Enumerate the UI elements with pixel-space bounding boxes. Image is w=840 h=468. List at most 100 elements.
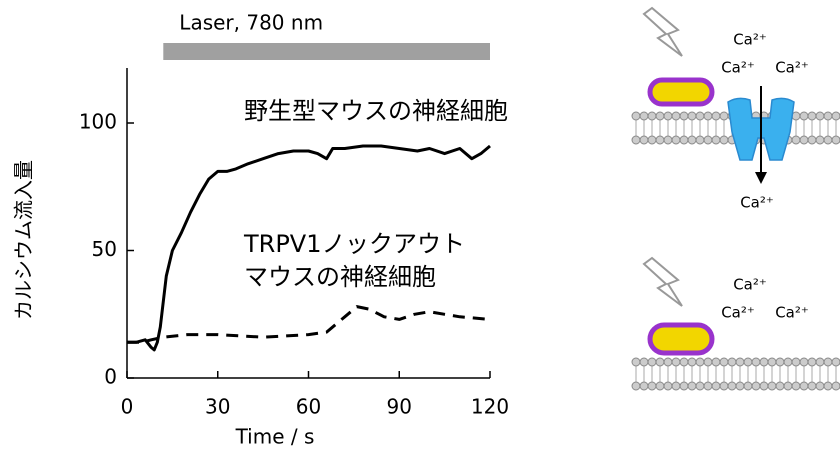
- lipid-head: [744, 382, 752, 390]
- series-label: 野生型マウスの神経細胞: [244, 97, 508, 125]
- lipid-head: [712, 382, 720, 390]
- diagram: Ca²⁺ Ca²⁺ Ca²⁺ Ca²⁺ Ca²⁺ Ca²⁺ Ca²⁺: [632, 8, 840, 390]
- light-icon: [644, 8, 682, 56]
- lipid-head: [632, 358, 640, 366]
- lipid-head: [792, 382, 800, 390]
- lipid-head: [688, 358, 696, 366]
- lipid-head: [776, 382, 784, 390]
- lipid-head: [632, 136, 640, 144]
- lipid-head: [696, 136, 704, 144]
- lipid-head: [656, 112, 664, 120]
- lipid-head: [832, 382, 840, 390]
- lipid-head: [800, 358, 808, 366]
- lipid-head: [680, 358, 688, 366]
- lipid-head: [704, 358, 712, 366]
- lipid-head: [696, 358, 704, 366]
- x-axis-label: Time / s: [235, 425, 315, 449]
- lipid-head: [656, 382, 664, 390]
- lipid-head: [832, 358, 840, 366]
- lipid-head: [664, 112, 672, 120]
- lipid-head: [640, 112, 648, 120]
- lipid-head: [824, 358, 832, 366]
- lipid-head: [712, 358, 720, 366]
- lipid-head: [688, 136, 696, 144]
- lipid-head: [816, 136, 824, 144]
- lipid-head: [824, 136, 832, 144]
- lipid-head: [648, 112, 656, 120]
- lipid-head: [688, 112, 696, 120]
- lipid-head: [792, 358, 800, 366]
- lipid-head: [672, 136, 680, 144]
- x-tick-label: 0: [121, 395, 134, 419]
- lipid-head: [704, 136, 712, 144]
- lipid-head: [768, 382, 776, 390]
- series-label: TRPV1ノックアウト: [243, 230, 465, 258]
- lipid-head: [800, 382, 808, 390]
- lipid-head: [720, 382, 728, 390]
- lipid-head: [672, 358, 680, 366]
- y-tick-label: 100: [79, 110, 117, 134]
- ion-label: Ca²⁺: [740, 194, 774, 212]
- lipid-head: [784, 358, 792, 366]
- lipid-head: [808, 112, 816, 120]
- lipid-head: [760, 358, 768, 366]
- lipid-head: [816, 112, 824, 120]
- lipid-head: [744, 358, 752, 366]
- lipid-head: [800, 136, 808, 144]
- lipid-head: [696, 112, 704, 120]
- lipid-head: [832, 136, 840, 144]
- lipid-head: [664, 358, 672, 366]
- lipid-head: [808, 382, 816, 390]
- light-icon: [644, 258, 682, 306]
- nanorod: [650, 80, 712, 104]
- lipid-head: [664, 136, 672, 144]
- lipid-head: [632, 112, 640, 120]
- lipid-head: [704, 112, 712, 120]
- lipid-head: [656, 358, 664, 366]
- lipid-head: [640, 382, 648, 390]
- lipid-head: [640, 358, 648, 366]
- lipid-head: [648, 136, 656, 144]
- lipid-head: [768, 358, 776, 366]
- ion-label: Ca²⁺: [721, 304, 755, 322]
- lipid-head: [632, 382, 640, 390]
- lipid-head: [688, 382, 696, 390]
- lipid-head: [680, 136, 688, 144]
- x-tick-label: 90: [387, 395, 412, 419]
- lipid-head: [640, 136, 648, 144]
- lipid-head: [760, 382, 768, 390]
- lipid-head: [680, 112, 688, 120]
- lipid-head: [752, 358, 760, 366]
- lipid-head: [720, 358, 728, 366]
- lipid-head: [648, 358, 656, 366]
- lipid-head: [800, 112, 808, 120]
- ion-label: Ca²⁺: [775, 304, 809, 322]
- lipid-head: [816, 358, 824, 366]
- x-tick-label: 30: [205, 395, 230, 419]
- lipid-head: [648, 382, 656, 390]
- figure: Time / s カルシウム流入量 Ca²⁺ Ca²⁺ Ca²⁺ Ca²⁺ Ca…: [0, 0, 840, 468]
- laser-bar: [163, 43, 490, 60]
- x-tick-label: 120: [471, 395, 509, 419]
- lipid-head: [664, 382, 672, 390]
- lipid-head: [824, 382, 832, 390]
- ion-label: Ca²⁺: [721, 59, 755, 77]
- nanorod: [650, 325, 712, 353]
- lipid-head: [832, 112, 840, 120]
- lipid-head: [736, 358, 744, 366]
- lipid-head: [752, 382, 760, 390]
- y-axis-label: カルシウム流入量: [12, 160, 36, 320]
- ion-label: Ca²⁺: [733, 31, 767, 49]
- lipid-head: [672, 382, 680, 390]
- lipid-head: [712, 112, 720, 120]
- lipid-head: [824, 112, 832, 120]
- laser-label: Laser, 780 nm: [179, 11, 323, 35]
- arrow-head: [755, 172, 767, 184]
- lipid-head: [712, 136, 720, 144]
- lipid-head: [816, 382, 824, 390]
- lipid-head: [696, 382, 704, 390]
- lipid-head: [808, 136, 816, 144]
- lipid-head: [736, 382, 744, 390]
- lipid-head: [792, 136, 800, 144]
- series-label: マウスの神経細胞: [244, 263, 436, 291]
